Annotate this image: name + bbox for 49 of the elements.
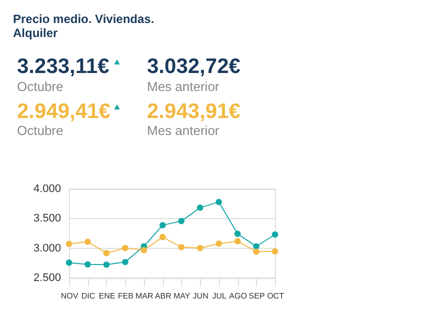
y-tick-label: 2.500 — [33, 272, 61, 284]
point — [196, 244, 204, 252]
point — [196, 204, 204, 211]
point — [234, 230, 241, 237]
x-tick-label: DIC — [81, 292, 96, 300]
point — [159, 222, 166, 228]
point — [66, 260, 72, 266]
x-tick-label: JUN — [192, 292, 209, 300]
text: Octubre — [17, 123, 64, 138]
x-tick-label: ENE — [98, 292, 116, 300]
point — [122, 244, 128, 252]
x-tick-label: NOV — [60, 292, 79, 300]
chart-title: Precio medio. Viviendas. — [13, 12, 154, 26]
y-tick-label: 4.000 — [33, 183, 61, 195]
x-tick-label: MAR — [136, 292, 154, 300]
point — [178, 218, 185, 224]
x-tick-label: MAY — [173, 292, 191, 300]
x-tick-label: AGO — [229, 292, 247, 300]
x-tick-label: JUL — [212, 292, 227, 300]
point — [66, 240, 72, 248]
text: 2.943,91€ — [147, 100, 241, 123]
point — [253, 248, 260, 255]
x-tick-label: ABR — [154, 292, 172, 300]
point — [272, 248, 278, 255]
chart-subtitle: Alquiler — [13, 26, 58, 40]
y-tick-label: 3.000 — [33, 242, 61, 254]
text: Mes anterior — [147, 79, 220, 94]
text: Mes anterior — [147, 123, 220, 138]
x-tick-label: SEP — [248, 292, 265, 300]
point — [234, 238, 241, 244]
point — [178, 244, 185, 250]
point — [84, 238, 91, 245]
point — [253, 243, 260, 250]
point — [140, 246, 148, 254]
point — [103, 261, 110, 268]
point — [216, 198, 222, 206]
point — [103, 250, 110, 256]
point — [159, 234, 166, 240]
point — [272, 231, 278, 238]
text: 2.949,41€ — [17, 100, 111, 123]
point — [216, 240, 222, 247]
point — [84, 261, 91, 268]
text: 3.233,11€ — [17, 55, 110, 78]
point — [122, 258, 128, 266]
x-tick-label: FEB — [118, 292, 134, 300]
text: Octubre — [17, 79, 64, 94]
y-tick-label: 3.500 — [33, 212, 61, 225]
text: 3.032,72€ — [147, 55, 241, 78]
x-tick-label: OCT — [267, 292, 284, 300]
